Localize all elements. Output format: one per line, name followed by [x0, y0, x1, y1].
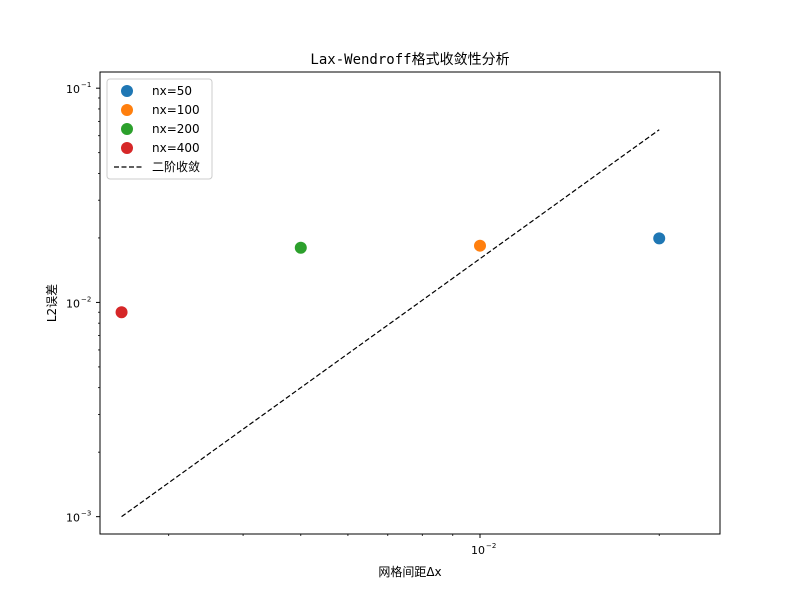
- x-tick-label-exponent: −2: [486, 542, 496, 550]
- legend-label: nx=200: [152, 122, 200, 136]
- chart-title: Lax-Wendroff格式收敛性分析: [310, 52, 509, 68]
- data-point-nx-100: [474, 240, 486, 252]
- y-tick-label-exponent: −2: [81, 295, 91, 303]
- y-tick-label-exponent: −3: [81, 510, 91, 518]
- y-tick-label: 10: [66, 297, 80, 310]
- legend-label: nx=50: [152, 84, 192, 98]
- legend: nx=50 nx=100 nx=200 nx=400 二阶收敛: [107, 79, 212, 179]
- legend-marker: [121, 123, 133, 135]
- data-point-nx-400: [116, 306, 128, 318]
- data-point-nx-200: [295, 242, 307, 254]
- legend-label: 二阶收敛: [152, 159, 200, 174]
- y-tick-label: 10: [66, 83, 80, 96]
- legend-label: nx=400: [152, 141, 200, 155]
- legend-marker: [121, 104, 133, 116]
- y-tick-label: 10: [66, 512, 80, 525]
- legend-marker: [121, 142, 133, 154]
- x-axis-label: 网格间距Δx: [378, 564, 441, 579]
- x-tick-label: 10: [471, 544, 485, 557]
- legend-marker: [121, 85, 133, 97]
- y-axis-label: L2误差: [45, 284, 59, 322]
- legend-label: nx=100: [152, 103, 200, 117]
- data-point-nx-50: [653, 232, 665, 244]
- y-tick-label-exponent: −1: [81, 81, 91, 89]
